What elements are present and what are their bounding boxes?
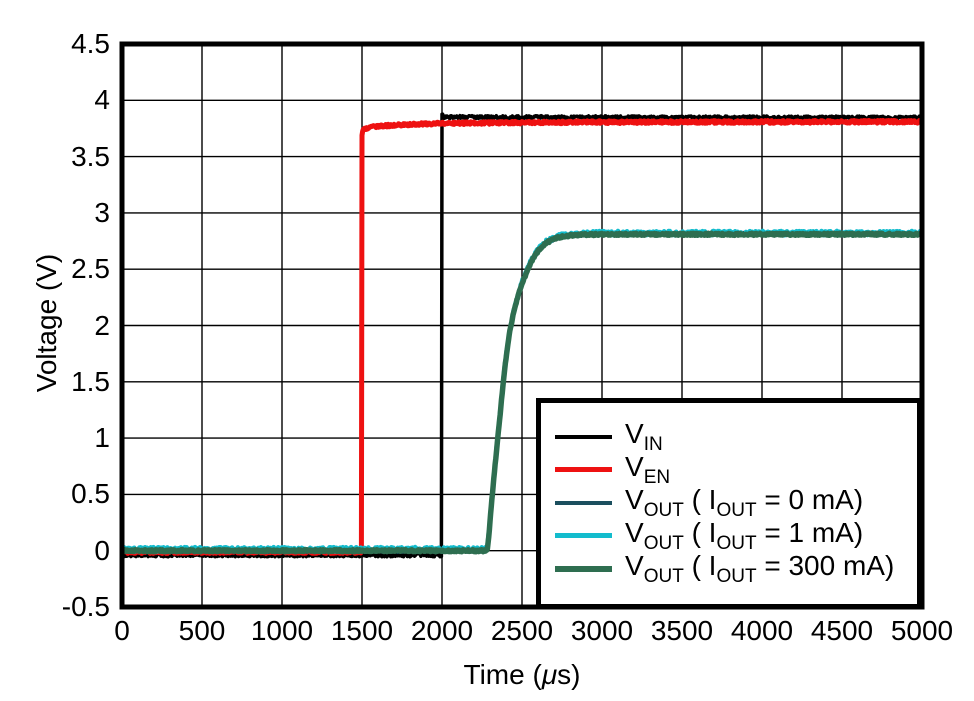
x-tick-label: 4000 xyxy=(730,615,794,646)
x-tick-label: 1000 xyxy=(250,615,314,646)
legend-label-vout300: VOUT ( IOUT = 300 mA) xyxy=(625,549,895,587)
x-tick-label: 3000 xyxy=(570,615,634,646)
x-tick-label: 0 xyxy=(114,615,130,646)
y-tick-label: 1.5 xyxy=(71,365,110,397)
legend-label-text: V xyxy=(625,516,644,548)
x-tick-label: 3500 xyxy=(650,615,714,646)
legend: VIN VEN VOUT ( IOUT = 0 mA) VOUT ( IOUT = 1… xyxy=(536,398,922,609)
traces xyxy=(122,112,922,559)
x-tick-label: 2000 xyxy=(410,615,474,646)
legend-label-subscript: OUT xyxy=(643,565,684,587)
y-tick-label: 0 xyxy=(94,534,110,566)
y-tick-label: 1 xyxy=(94,422,110,454)
legend-label-text: ( I xyxy=(683,483,717,515)
plot-border xyxy=(119,41,925,610)
y-tick-label: 3 xyxy=(94,196,110,228)
legend-swatch-vout300 xyxy=(555,565,612,572)
legend-label-subscript: IN xyxy=(643,433,663,455)
legend-label-text: = 1 mA) xyxy=(756,516,864,548)
legend-label-text: = 300 mA) xyxy=(756,549,895,581)
legend-label-vin: VIN xyxy=(625,417,663,455)
legend-swatch-vin xyxy=(555,434,612,439)
x-axis-label: Time (μs) xyxy=(372,659,672,691)
mu-symbol: μ xyxy=(541,659,558,690)
legend-item-vout0: VOUT ( IOUT = 0 mA) xyxy=(555,483,917,521)
legend-swatch-vout1 xyxy=(555,533,612,538)
legend-label-text: V xyxy=(625,549,644,581)
x-tick-label: 5000 xyxy=(890,615,954,646)
x-tick-label: 1500 xyxy=(330,615,394,646)
x-axis-label-post: s) xyxy=(557,659,581,690)
y-tick-label: 2.5 xyxy=(71,253,110,285)
legend-label-subscript: OUT xyxy=(643,499,684,521)
y-axis-label: Voltage (V) xyxy=(31,253,62,393)
legend-label-text: = 0 mA) xyxy=(756,483,864,515)
legend-label-ven: VEN xyxy=(625,450,671,488)
legend-label-subscript: OUT xyxy=(643,532,684,554)
legend-label-text: ( I xyxy=(683,549,717,581)
x-tick-label: 2500 xyxy=(490,615,554,646)
x-tick-label: 500 xyxy=(178,615,226,646)
legend-label-text: V xyxy=(625,417,644,449)
legend-item-vout1: VOUT ( IOUT = 1 mA) xyxy=(555,516,917,554)
y-tick-label: 2 xyxy=(94,309,110,341)
legend-label-vout1: VOUT ( IOUT = 1 mA) xyxy=(625,516,864,554)
legend-label-subscript: OUT xyxy=(716,499,757,521)
legend-item-vin: VIN xyxy=(555,417,917,455)
x-axis-label-pre: Time ( xyxy=(463,659,542,690)
legend-label-subscript: OUT xyxy=(716,565,757,587)
x-tick-label: 4500 xyxy=(810,615,874,646)
trace-vout300 xyxy=(122,230,922,555)
legend-item-ven: VEN xyxy=(555,450,917,488)
y-tick-label: 0.5 xyxy=(71,478,110,510)
legend-swatch-ven xyxy=(555,467,612,472)
legend-label-subscript: EN xyxy=(643,466,671,488)
legend-label-subscript: OUT xyxy=(716,532,757,554)
legend-label-text: ( I xyxy=(683,516,717,548)
legend-label-text: V xyxy=(625,450,644,482)
legend-label-vout0: VOUT ( IOUT = 0 mA) xyxy=(625,483,864,521)
y-tick-label: 4.5 xyxy=(71,28,110,59)
y-tick-label: 3.5 xyxy=(71,140,110,172)
legend-label-text: V xyxy=(625,483,644,515)
y-tick-label: -0.5 xyxy=(61,591,110,622)
y-tick-label: 4 xyxy=(94,84,110,116)
legend-swatch-vout0 xyxy=(555,500,612,505)
legend-item-vout300: VOUT ( IOUT = 300 mA) xyxy=(555,549,917,587)
